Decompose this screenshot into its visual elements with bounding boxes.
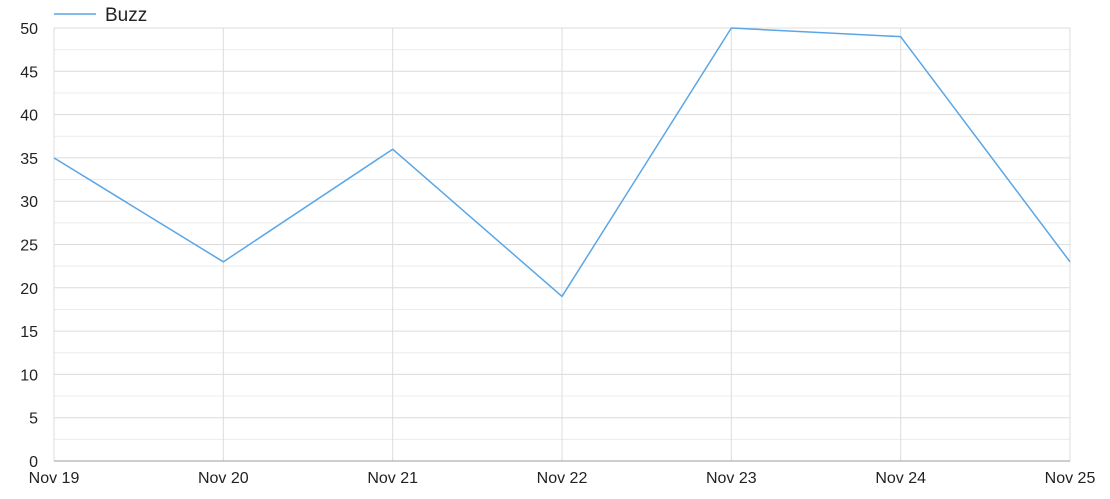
x-tick-label: Nov 25 xyxy=(1045,470,1096,487)
x-tick-label: Nov 21 xyxy=(367,470,418,487)
y-tick-label: 20 xyxy=(20,281,38,298)
x-tick-label: Nov 24 xyxy=(875,470,926,487)
y-tick-label: 15 xyxy=(20,324,38,341)
y-tick-label: 0 xyxy=(29,454,38,471)
y-tick-label: 30 xyxy=(20,194,38,211)
y-tick-label: 40 xyxy=(20,108,38,125)
x-tick-label: Nov 23 xyxy=(706,470,757,487)
x-tick-label: Nov 22 xyxy=(537,470,588,487)
y-tick-label: 25 xyxy=(20,238,38,255)
y-tick-label: 50 xyxy=(20,21,38,38)
y-axis-tick-labels: 0 5 10 15 20 25 30 35 40 45 50 xyxy=(20,21,38,471)
x-axis-tick-labels: Nov 19 Nov 20 Nov 21 Nov 22 Nov 23 Nov 24 Nov … xyxy=(29,470,1096,487)
x-tick-label: Nov 19 xyxy=(29,470,80,487)
chart-series xyxy=(53,27,1071,298)
chart-legend: Buzz xyxy=(54,5,147,26)
y-tick-label: 45 xyxy=(20,64,38,81)
y-tick-label: 5 xyxy=(29,411,38,428)
series-line-buzz xyxy=(53,27,1071,298)
y-tick-label: 10 xyxy=(20,367,38,384)
legend-label-buzz: Buzz xyxy=(105,5,147,26)
y-tick-label: 35 xyxy=(20,151,38,168)
chart-grid xyxy=(53,27,1071,461)
x-tick-label: Nov 20 xyxy=(198,470,249,487)
